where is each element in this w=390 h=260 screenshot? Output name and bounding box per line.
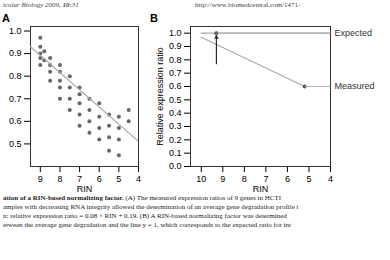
svg-text:8: 8 <box>242 174 247 184</box>
svg-text:0.3: 0.3 <box>169 121 182 131</box>
svg-text:0.6: 0.6 <box>169 81 182 91</box>
svg-text:0.2: 0.2 <box>169 135 182 145</box>
svg-text:0.5: 0.5 <box>9 139 22 149</box>
svg-text:1.0: 1.0 <box>169 28 182 38</box>
svg-text:8: 8 <box>57 174 62 184</box>
svg-text:0.5: 0.5 <box>169 95 182 105</box>
svg-text:0.7: 0.7 <box>169 68 182 78</box>
svg-text:Relative expression ratio: Relative expression ratio <box>155 47 165 146</box>
svg-text:0.8: 0.8 <box>9 71 22 81</box>
svg-text:6: 6 <box>285 174 290 184</box>
svg-text:0.1: 0.1 <box>169 148 182 158</box>
svg-text:4: 4 <box>328 174 333 184</box>
html-text:http://www.biomedcentral.com/1: http://www.biomedcentral.com/1471- <box>195 1 301 9</box>
svg-text:5: 5 <box>306 174 311 184</box>
svg-text:10: 10 <box>196 174 206 184</box>
html-text:icular Biology 2009, 10:31: icular Biology 2009, 10:31 <box>3 1 79 9</box>
svg-text:RIN: RIN <box>77 184 93 194</box>
svg-text:Expected: Expected <box>335 28 373 38</box>
svg-text:7: 7 <box>77 174 82 184</box>
svg-text:0.9: 0.9 <box>9 48 22 58</box>
svg-text:9: 9 <box>220 174 225 184</box>
html-text:etween the average gene degrad: etween the average gene degradation and … <box>3 221 291 229</box>
svg-text:0.6: 0.6 <box>9 116 22 126</box>
svg-text:0.4: 0.4 <box>169 108 182 118</box>
html-text:n: relative expression ratio =: n: relative expression ratio = 0.08 × RI… <box>3 212 287 220</box>
html-text:A: A <box>2 12 10 24</box>
svg-text:0.9: 0.9 <box>169 41 182 51</box>
html-text:B: B <box>150 12 158 24</box>
svg-text:1.0: 1.0 <box>9 26 22 36</box>
html-text:amples with decreasing RNA int: amples with decreasing RNA integrity all… <box>3 203 299 211</box>
svg-text:7: 7 <box>263 174 268 184</box>
html-text:ation of a RIN-based normalizi: ation of a RIN-based normalizing factor.… <box>3 194 283 202</box>
svg-text:0.7: 0.7 <box>9 94 22 104</box>
svg-text:6: 6 <box>97 174 102 184</box>
svg-text:Measured: Measured <box>335 81 375 91</box>
svg-text:0.0: 0.0 <box>169 161 182 171</box>
svg-text:5: 5 <box>116 174 121 184</box>
svg-text:9: 9 <box>38 174 43 184</box>
svg-text:4: 4 <box>136 174 141 184</box>
svg-text:0.8: 0.8 <box>169 55 182 65</box>
svg-text:RIN: RIN <box>253 184 269 194</box>
